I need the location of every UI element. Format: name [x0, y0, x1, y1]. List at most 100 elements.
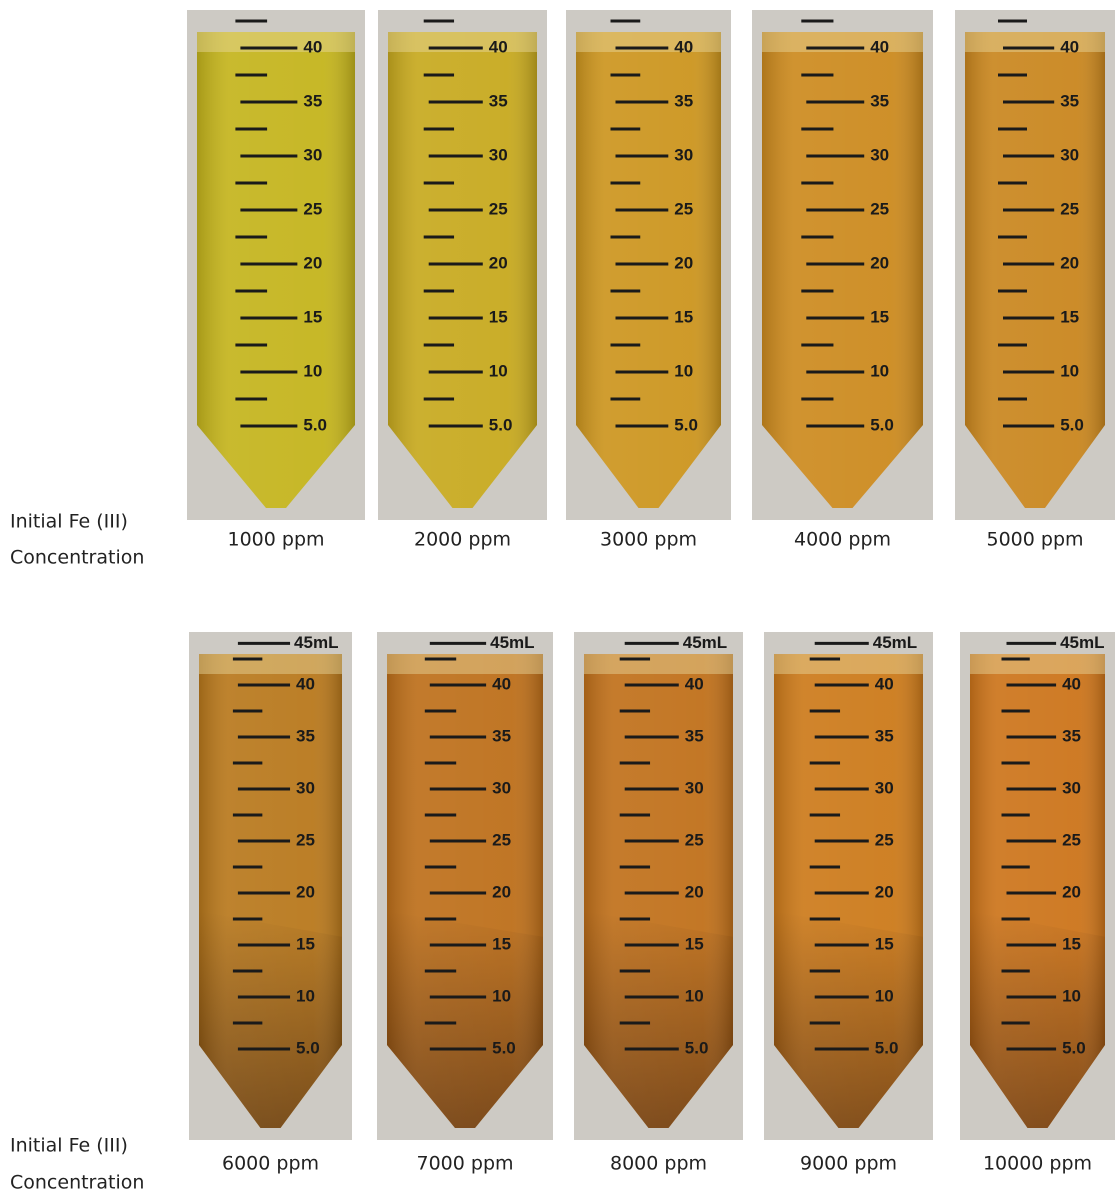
graduation-label: 35	[1062, 726, 1081, 745]
graduation-label: 10	[685, 986, 704, 1005]
graduation-label: 25	[674, 199, 693, 218]
graduation-label: 5.0	[489, 415, 513, 434]
row-label: Concentration	[10, 1172, 144, 1194]
graduation-label: 20	[489, 253, 508, 272]
graduation-label: 15	[674, 307, 693, 326]
tube-glass	[584, 654, 733, 1128]
graduation-label: 30	[674, 145, 693, 164]
graduation-label: 20	[303, 253, 322, 272]
tube-label: 3000 ppm	[600, 529, 697, 551]
graduation-label: 40	[492, 674, 511, 693]
tube-label: 4000 ppm	[794, 529, 891, 551]
graduation-label: 15	[875, 934, 894, 953]
tube-label: 6000 ppm	[222, 1153, 319, 1175]
graduation-label: 15	[685, 934, 704, 953]
graduation-label: 20	[875, 882, 894, 901]
graduation-label: 40	[674, 37, 693, 56]
graduation-label: 20	[685, 882, 704, 901]
figure: Initial Fe (III) Concentration 40 35 30 25 20 1…	[0, 0, 1115, 1198]
graduation-label: 20	[674, 253, 693, 272]
graduation-label: 10	[870, 361, 889, 380]
row-label: Initial Fe (III)	[10, 1135, 128, 1157]
graduation-label: 20	[492, 882, 511, 901]
graduation-label: 25	[303, 199, 322, 218]
graduation-label: 15	[870, 307, 889, 326]
tube-photo: 40 35 30 25 20 15 10 5.0	[955, 10, 1115, 520]
graduation-label: 20	[870, 253, 889, 272]
graduation-label: 10	[492, 986, 511, 1005]
graduation-label: 30	[492, 778, 511, 797]
graduation-label: 5.0	[870, 415, 894, 434]
graduation-label: 35	[875, 726, 894, 745]
graduation-label: 15	[489, 307, 508, 326]
meniscus	[774, 654, 923, 674]
graduation-label: 35	[296, 726, 315, 745]
graduation-label: 30	[1062, 778, 1081, 797]
graduation-label: 40	[1060, 37, 1079, 56]
tube-photo: 45mL403530252015105.0	[574, 632, 743, 1140]
graduation-label: 15	[1062, 934, 1081, 953]
graduation-label: 25	[489, 199, 508, 218]
graduation-label: 35	[492, 726, 511, 745]
graduation-label: 40	[296, 674, 315, 693]
tube-label: 5000 ppm	[986, 529, 1083, 551]
graduation-label: 25	[870, 199, 889, 218]
graduation-label: 20	[1060, 253, 1079, 272]
graduation-label: 40	[303, 37, 322, 56]
graduation-label: 25	[875, 830, 894, 849]
graduation-label: 10	[674, 361, 693, 380]
graduation-label: 5.0	[1062, 1038, 1086, 1057]
graduation-label: 25	[1060, 199, 1079, 218]
graduation-label: 25	[685, 830, 704, 849]
tube-label: 7000 ppm	[416, 1153, 513, 1175]
tube-photo: 40 35 30 25 20 15 10 5.0	[566, 10, 731, 520]
graduation-label: 35	[685, 726, 704, 745]
tube-label: 10000 ppm	[983, 1153, 1092, 1175]
tube-photo: 45mL403530252015105.0	[764, 632, 933, 1140]
tube-glass	[387, 654, 543, 1128]
graduation-label: 45mL	[683, 633, 727, 652]
graduation-label: 25	[1062, 830, 1081, 849]
meniscus	[970, 654, 1105, 674]
graduation-label: 30	[296, 778, 315, 797]
tube-label: 8000 ppm	[610, 1153, 707, 1175]
graduation-label: 5.0	[1060, 415, 1084, 434]
graduation-label: 10	[296, 986, 315, 1005]
graduation-label: 30	[1060, 145, 1079, 164]
graduation-label: 35	[489, 91, 508, 110]
graduation-label: 35	[674, 91, 693, 110]
graduation-label: 15	[1060, 307, 1079, 326]
graduation-label: 15	[296, 934, 315, 953]
graduation-label: 45mL	[294, 633, 338, 652]
graduation-label: 20	[296, 882, 315, 901]
graduation-label: 10	[1060, 361, 1079, 380]
graduation-label: 10	[303, 361, 322, 380]
graduation-label: 30	[685, 778, 704, 797]
tube-photo: 40 35 30 25 20 15 10 5.0	[378, 10, 547, 520]
graduation-label: 30	[870, 145, 889, 164]
graduation-label: 35	[1060, 91, 1079, 110]
graduation-label: 35	[303, 91, 322, 110]
graduation-label: 5.0	[875, 1038, 899, 1057]
graduation-label: 40	[489, 37, 508, 56]
graduation-label: 30	[875, 778, 894, 797]
graduation-label: 45mL	[873, 633, 917, 652]
graduation-label: 5.0	[492, 1038, 516, 1057]
graduation-label: 5.0	[674, 415, 698, 434]
graduation-label: 35	[870, 91, 889, 110]
graduation-label: 5.0	[296, 1038, 320, 1057]
graduation-label: 45mL	[490, 633, 534, 652]
tube-label: 9000 ppm	[800, 1153, 897, 1175]
graduation-label: 30	[489, 145, 508, 164]
row-label: Concentration	[10, 547, 144, 569]
graduation-label: 10	[1062, 986, 1081, 1005]
graduation-label: 20	[1062, 882, 1081, 901]
graduation-label: 10	[489, 361, 508, 380]
graduation-label: 40	[1062, 674, 1081, 693]
meniscus	[199, 654, 342, 674]
